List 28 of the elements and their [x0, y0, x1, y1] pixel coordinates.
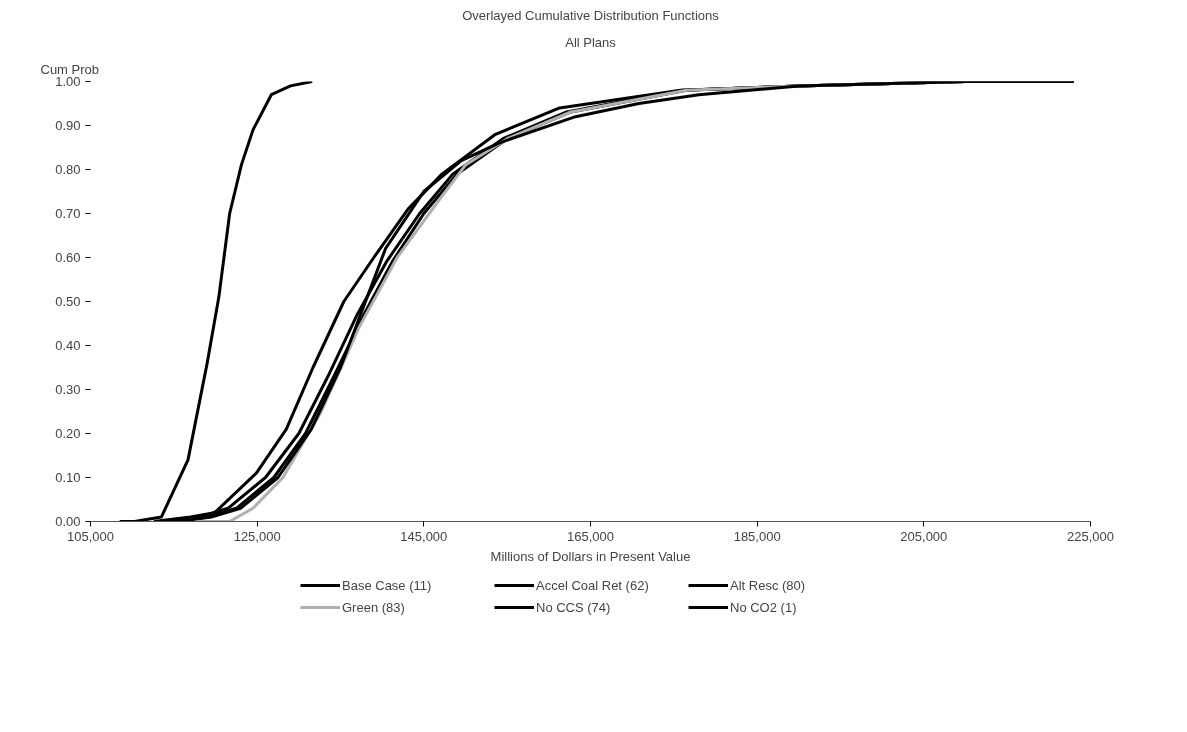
- x-tick-label: 145,000: [400, 528, 448, 544]
- legend-label: Green (83): [342, 599, 406, 615]
- x-tick-label: 225,000: [1067, 528, 1114, 544]
- legend-label: No CO2 (1): [730, 599, 798, 615]
- legend-label: Base Case (11): [342, 577, 433, 593]
- y-tick-label: 0.00: [55, 514, 81, 529]
- y-tick-label: 0.70: [55, 206, 81, 221]
- y-tick-label: 0.40: [55, 338, 81, 353]
- y-tick-label: 0.10: [55, 470, 81, 485]
- x-tick-label: 205,000: [900, 528, 948, 544]
- y-tick-label: 0.50: [55, 294, 81, 309]
- y-tick-label: 0.30: [55, 382, 81, 397]
- y-tick-label: 1.00: [55, 74, 81, 89]
- y-tick-label: 0.60: [55, 250, 81, 265]
- x-tick-label: 185,000: [733, 528, 781, 544]
- y-axis-title: Cum Prob: [40, 61, 100, 77]
- x-axis-title: Millions of Dollars in Present Value: [490, 548, 691, 564]
- x-tick-label: 125,000: [233, 528, 281, 544]
- y-tick-label: 0.80: [55, 162, 81, 177]
- y-tick-label: 0.90: [55, 118, 81, 133]
- x-tick-label: 165,000: [567, 528, 614, 544]
- y-tick-label: 0.20: [55, 426, 81, 441]
- x-tick-label: 105,000: [67, 528, 114, 544]
- chart-subtitle: All Plans: [565, 34, 617, 50]
- legend-label: Alt Resc (80): [730, 577, 807, 593]
- chart-title: Overlayed Cumulative Distribution Functions: [462, 7, 720, 23]
- legend-label: No CCS (74): [536, 599, 612, 615]
- legend-label: Accel Coal Ret (62): [536, 577, 650, 593]
